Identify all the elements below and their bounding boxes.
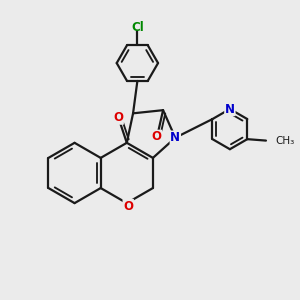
Text: N: N [170, 131, 180, 144]
Text: O: O [123, 200, 133, 212]
Text: O: O [152, 130, 161, 143]
Text: O: O [113, 111, 123, 124]
Text: CH₃: CH₃ [275, 136, 294, 146]
Text: N: N [225, 103, 235, 116]
Text: Cl: Cl [131, 21, 144, 34]
